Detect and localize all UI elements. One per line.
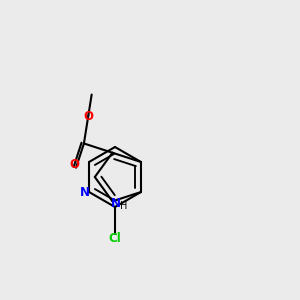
Text: O: O [69,158,79,171]
Text: O: O [83,110,93,123]
Text: N: N [80,185,90,199]
Text: H: H [120,201,127,211]
Text: Cl: Cl [109,232,122,244]
Text: N: N [110,197,120,210]
